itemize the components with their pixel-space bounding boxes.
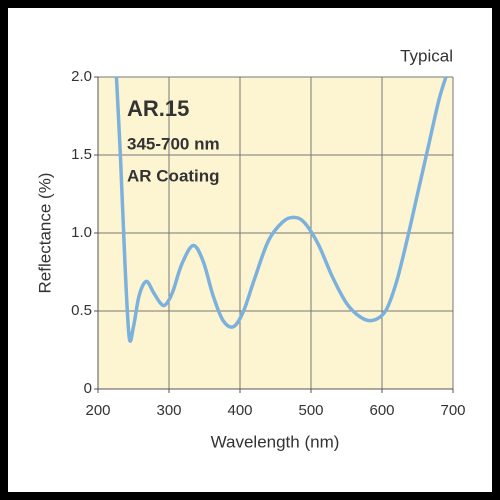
x-tick-label: 500 bbox=[298, 402, 323, 419]
chart-title: AR.15 bbox=[127, 96, 189, 121]
y-tick-label: 1.0 bbox=[71, 224, 92, 241]
x-axis-label: Wavelength (nm) bbox=[211, 432, 340, 451]
y-axis-label: Reflectance (%) bbox=[35, 173, 54, 294]
line bbox=[114, 76, 448, 343]
x-tick-label: 600 bbox=[369, 402, 394, 419]
subtitle: 345-700 nm bbox=[127, 134, 220, 153]
x-tick-label: 700 bbox=[440, 402, 465, 419]
y-tick-label: 2.0 bbox=[71, 68, 92, 85]
annotation: Typical bbox=[400, 46, 453, 65]
x-tick-label: 300 bbox=[156, 402, 181, 419]
y-tick-label: 0 bbox=[84, 380, 92, 397]
x-tick-label: 400 bbox=[227, 402, 252, 419]
y-tick-label: 0.5 bbox=[71, 302, 92, 319]
x-tick-label: 200 bbox=[85, 402, 110, 419]
y-tick-label: 1.5 bbox=[71, 146, 92, 163]
annotation: AR Coating bbox=[127, 166, 220, 185]
